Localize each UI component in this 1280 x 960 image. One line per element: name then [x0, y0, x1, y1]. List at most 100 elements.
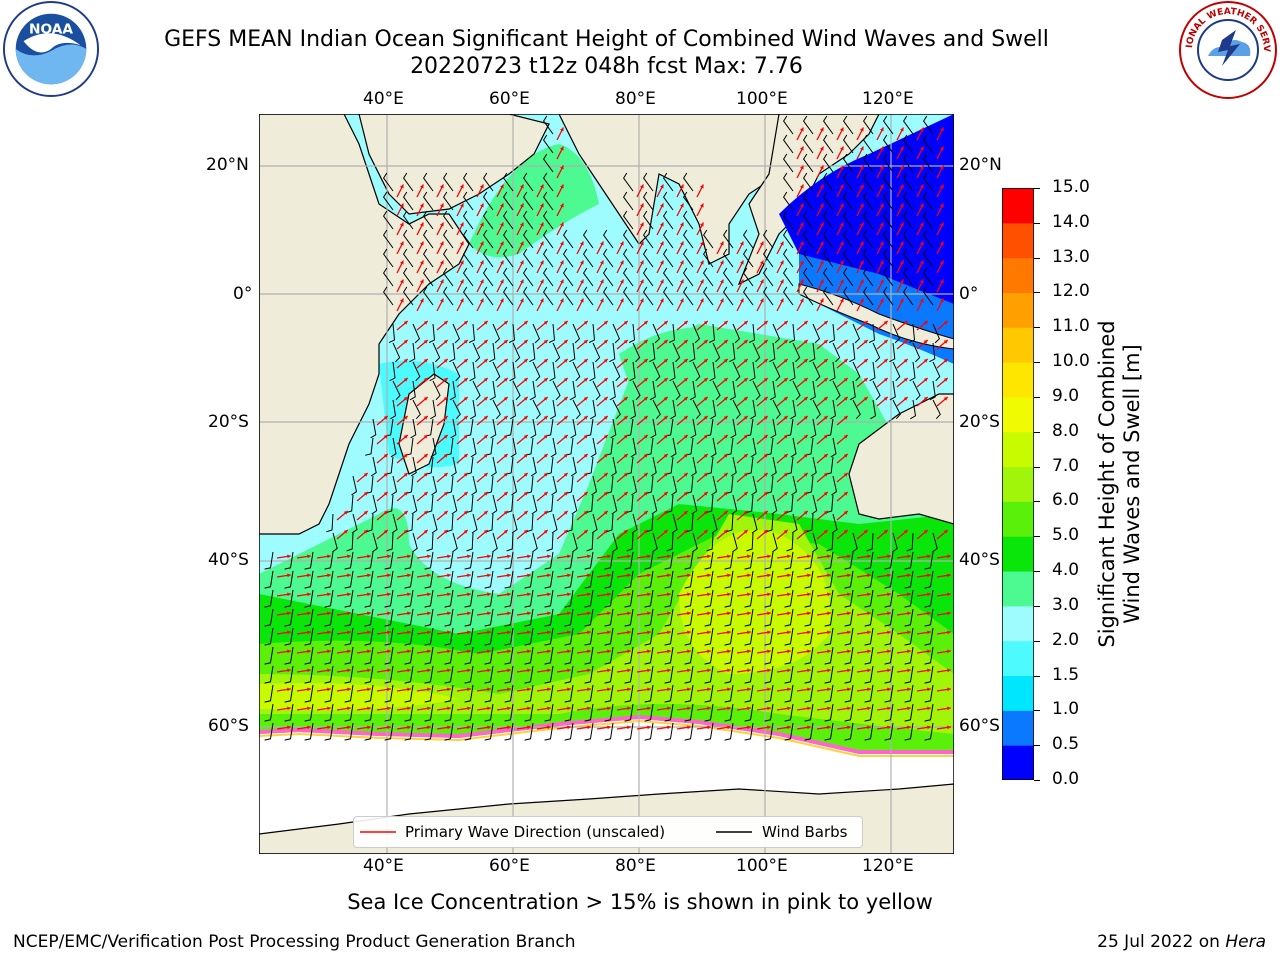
wave-direction-arrowhead [803, 473, 808, 477]
wave-direction-arrowhead [867, 725, 871, 730]
wind-barb [730, 418, 737, 439]
wave-direction-arrowhead [807, 554, 811, 559]
wave-direction-arrowhead [700, 184, 704, 189]
wave-direction-arrowhead [307, 630, 311, 635]
wind-barb [884, 703, 894, 722]
wind-barb [724, 627, 734, 646]
wind-barb [344, 551, 354, 570]
wind-barb [662, 267, 674, 287]
wind-barb [624, 703, 634, 722]
wind-barb [642, 248, 654, 268]
wave-direction-arrowhead [807, 725, 811, 730]
wind-barb [804, 589, 814, 608]
wave-direction-arrowhead [763, 397, 768, 401]
wave-direction-arrowhead [447, 554, 451, 559]
wave-direction-arrowhead [787, 611, 791, 616]
colorbar-tick-label: 9.0 [1052, 385, 1080, 406]
wave-direction-arrowhead [463, 530, 468, 534]
wave-direction-arrowhead [443, 359, 448, 363]
wind-barb [284, 665, 294, 684]
wave-direction-arrowhead [863, 397, 868, 401]
wave-direction-arrowhead [407, 573, 411, 578]
wind-barb [782, 191, 794, 211]
wind-barb [706, 532, 714, 552]
wind-barb [609, 342, 616, 363]
wind-barb [924, 703, 934, 722]
wind-barb [649, 380, 656, 401]
wave-direction-arrowhead [723, 530, 728, 534]
footer-host: Hera [1225, 932, 1266, 952]
wind-barb [726, 513, 734, 533]
wind-barb [852, 532, 858, 553]
wave-direction-arrowhead [843, 359, 848, 363]
wave-height-map [259, 114, 954, 854]
wave-direction-arrowhead [627, 630, 631, 635]
wind-barb [482, 172, 494, 192]
wind-barb [664, 570, 674, 589]
wind-barb [562, 229, 574, 249]
wave-direction-arrowhead [767, 687, 771, 692]
wind-barb [722, 229, 734, 249]
wave-direction-arrowhead [560, 222, 564, 227]
wind-barb [711, 513, 718, 534]
wind-barb [548, 323, 556, 344]
wind-barb [444, 570, 454, 589]
wave-direction-arrowhead [480, 184, 484, 189]
wave-direction-arrowhead [823, 530, 828, 534]
wave-direction-arrowhead [403, 511, 408, 515]
wind-barb [682, 210, 694, 230]
wind-barb [742, 248, 754, 268]
wave-direction-arrowhead [463, 340, 468, 344]
wind-barb [766, 513, 774, 533]
wave-direction-arrowhead [327, 668, 331, 673]
footer-date: 25 Jul 2022 on Hera [1097, 932, 1266, 952]
wind-barb [649, 342, 656, 363]
wind-barb [351, 513, 358, 534]
wind-barb [484, 608, 494, 627]
wind-barb [664, 722, 674, 741]
wind-barb [324, 551, 334, 570]
wave-direction-arrowhead [823, 359, 828, 363]
wind-barb [742, 229, 754, 249]
wind-barb [642, 191, 654, 211]
wind-barb [524, 608, 534, 627]
wave-direction-arrowhead [927, 592, 931, 597]
wave-direction-arrowhead [887, 706, 891, 711]
wave-direction-arrowhead [720, 241, 724, 246]
wave-direction-arrowhead [403, 435, 408, 439]
wind-barb [784, 589, 794, 608]
wave-direction-arrowhead [307, 668, 311, 673]
wave-direction-arrowhead [687, 725, 691, 730]
wind-barb [449, 342, 456, 363]
wind-barb [622, 191, 634, 211]
wind-barb [542, 248, 554, 268]
wind-barb [862, 210, 874, 230]
wave-direction-arrowhead [920, 222, 924, 227]
wave-direction-arrowhead [500, 241, 504, 246]
wind-barb [542, 153, 554, 173]
wave-direction-arrowhead [503, 511, 508, 515]
wind-barb [745, 494, 754, 514]
colorbar-bin [1002, 396, 1034, 433]
wind-barb [542, 229, 554, 249]
wind-barb [662, 191, 674, 211]
wave-direction-arrowhead [783, 397, 788, 401]
wave-direction-arrowhead [567, 592, 571, 597]
wave-direction-arrowhead [663, 435, 668, 439]
wave-direction-arrowhead [307, 592, 311, 597]
wave-direction-arrowhead [603, 454, 608, 458]
wave-direction-arrowhead [440, 184, 444, 189]
wave-direction-arrowhead [840, 146, 844, 151]
wave-direction-arrowhead [703, 340, 708, 344]
wave-direction-arrowhead [563, 321, 568, 325]
wind-barb [864, 627, 874, 646]
wave-direction-arrowhead [660, 260, 664, 265]
wave-direction-arrowhead [880, 127, 884, 132]
wind-barb [522, 229, 534, 249]
wave-direction-arrowhead [427, 573, 431, 578]
wind-barb [704, 551, 714, 570]
wave-direction-arrowhead [443, 340, 448, 344]
wind-barb [572, 361, 581, 382]
wave-direction-arrowhead [867, 706, 871, 711]
wave-direction-arrowhead [907, 573, 911, 578]
